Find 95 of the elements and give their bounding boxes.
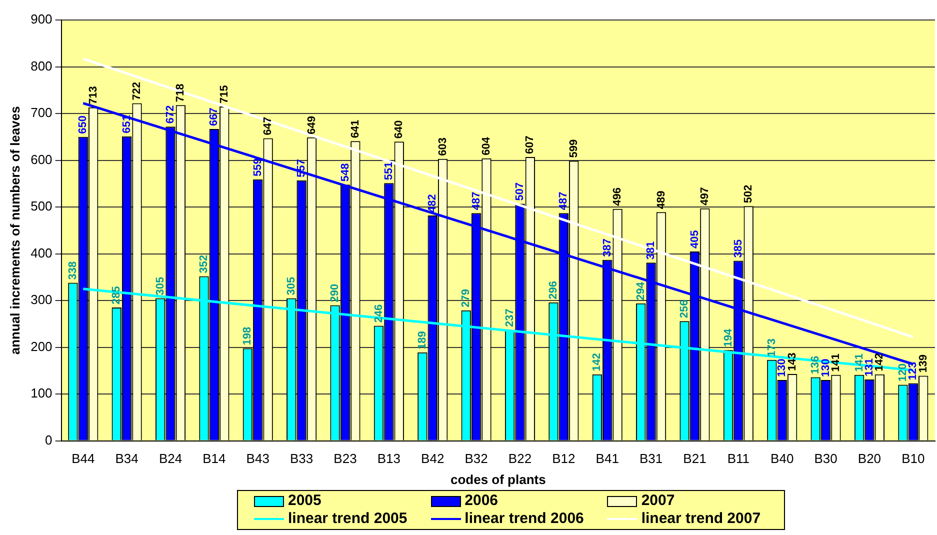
data-label: 246 [372,304,385,323]
data-label: 718 [174,84,187,102]
x-tick-label: B34 [115,451,138,466]
x-tick-label: B20 [858,451,882,466]
data-label: 290 [329,284,342,302]
x-tick-label: B43 [246,451,270,466]
data-label: 502 [742,184,755,204]
x-tick-label: B21 [683,451,706,466]
x-tick-label: B40 [770,451,794,466]
legend-label: linear trend 2005 [288,510,408,528]
y-tick-label: 0 [45,432,52,448]
x-tick-label: B32 [464,451,488,466]
y-tick-label: 600 [30,152,52,167]
x-tick-label: B24 [158,451,182,466]
data-label: 667 [208,108,220,126]
data-label: 387 [601,238,614,257]
data-label: 120 [896,363,909,382]
y-tick-label: 500 [30,198,52,214]
data-label: 285 [110,286,123,305]
y-tick-label: 400 [30,245,52,260]
x-tick-label: B10 [902,451,925,466]
y-tick-label: 200 [30,338,52,354]
data-label: 136 [810,356,822,374]
y-tick-label: 700 [30,105,52,120]
x-tick-label: B13 [377,451,400,466]
data-label: 142 [591,353,604,372]
x-tick-label: B41 [596,451,619,466]
y-tick-label: 100 [30,386,52,401]
x-tick-label: B23 [334,451,357,466]
data-label: 496 [612,188,624,206]
data-label: 381 [645,241,658,260]
data-label: 603 [436,138,449,156]
data-label: 641 [349,120,362,138]
x-tick-label: B44 [72,451,95,466]
data-label: 487 [470,192,482,210]
x-tick-label: B11 [727,451,750,466]
data-label: 647 [262,116,274,136]
data-label: 497 [698,187,711,206]
data-label: 713 [87,86,100,104]
legend-label: 2006 [464,492,498,510]
data-label: 141 [853,354,866,372]
x-axis-title: codes of plants [450,472,546,487]
data-label: 198 [242,326,254,346]
data-label: 722 [131,82,144,100]
data-label: 649 [306,116,318,134]
data-label: 650 [77,116,90,134]
y-tick-label: 300 [30,292,52,308]
x-tick-label: B42 [421,451,444,466]
data-label: 139 [917,354,930,373]
legend-label: 2005 [288,492,322,510]
legend-label: linear trend 2006 [464,510,584,528]
data-label: 338 [66,261,79,280]
data-label: 672 [164,105,177,124]
y-tick-label: 900 [30,12,52,27]
x-tick-label: B12 [552,451,576,466]
data-label: 604 [480,136,493,156]
data-label: 130 [776,358,788,378]
data-label: 189 [416,331,428,350]
data-label: 385 [732,239,744,258]
legend-label: 2007 [641,492,675,510]
data-label: 305 [285,276,298,296]
data-label: 141 [830,354,842,372]
data-label: 143 [786,352,798,371]
legend-label: linear trend 2007 [641,510,761,528]
data-label: 489 [655,190,668,210]
data-label: 599 [568,139,580,158]
data-label: 296 [548,281,560,300]
data-label: 487 [558,192,570,210]
data-label: 559 [252,158,264,176]
x-tick-label: B22 [508,451,532,466]
data-label: 715 [218,85,230,104]
y-axis-title: annual increments of numbers of leaves [7,106,22,355]
y-tick-label: 800 [30,58,52,74]
data-label: 256 [678,300,691,318]
data-label: 305 [154,276,166,296]
data-label: 130 [820,358,832,378]
data-label: 173 [766,338,778,357]
data-label: 237 [504,308,516,327]
x-tick-label: B31 [639,451,663,466]
x-tick-label: B14 [202,451,226,466]
data-label: 405 [688,230,701,248]
data-label: 482 [426,194,439,212]
data-label: 352 [198,254,210,274]
data-label: 279 [460,288,472,308]
x-tick-label: B30 [814,451,838,466]
data-label: 640 [393,120,406,139]
data-label: 294 [634,281,647,300]
data-label: 142 [874,353,886,372]
data-label: 607 [524,136,536,154]
data-label: 548 [339,163,352,182]
x-tick-label: B33 [290,451,314,466]
data-label: 551 [382,162,395,180]
data-label: 131 [864,358,876,377]
data-label: 194 [722,328,734,348]
data-label: 507 [514,182,526,201]
